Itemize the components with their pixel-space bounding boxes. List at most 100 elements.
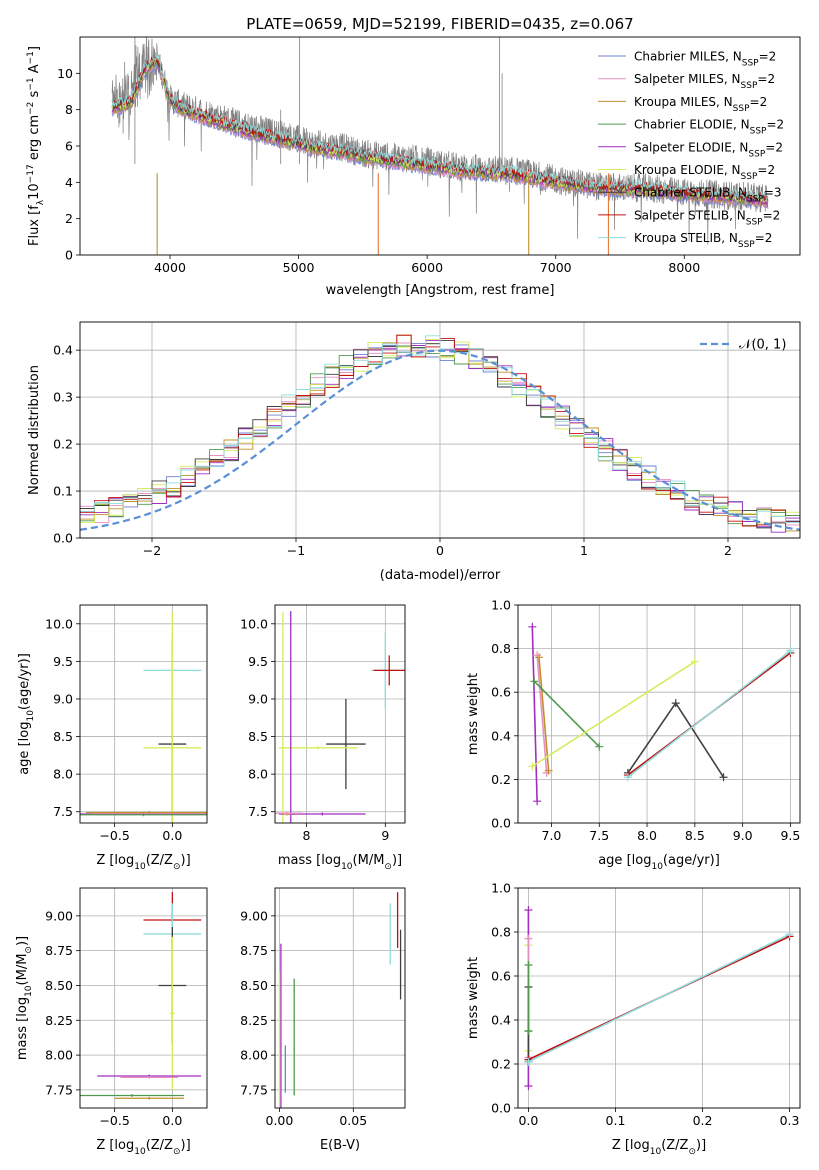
axes-mass_weight_vs_age: 7.0 7.5 8.0 8.5 9.0 9.5 0.0 0.2 0.4 0.6 0.8 1.0 age … (466, 598, 801, 872)
axes-frame (517, 604, 801, 824)
plot-area-spectrum (111, 37, 769, 255)
axes-spectrum: 4000 5000 6000 7000 8000 0 2 4 6 8 10 wavelength [A… (26, 36, 801, 298)
x-axis-label: age [log10(age/yr)] (598, 853, 720, 872)
y-tick-label: 10.0 (45, 616, 73, 631)
y-tick-label: 7.75 (45, 1082, 73, 1097)
label-part: −1 (26, 51, 36, 64)
weight-marker-5 (671, 699, 680, 708)
plot-area-residuals (80, 334, 800, 533)
label-part: =2 (766, 118, 784, 132)
y-tick-label: 0.0 (53, 531, 73, 546)
x-tick-label: 1 (580, 543, 588, 558)
label-part: )] (392, 853, 402, 868)
y-axis-label: mass weight (466, 957, 481, 1039)
label-part: =2 (750, 95, 768, 109)
x-tick-label: 7000 (540, 260, 572, 275)
y-tick-label: 10.0 (240, 616, 268, 631)
y-tick-label: 0.2 (491, 1057, 511, 1072)
label-part: Kroupa ELODIE, N (634, 163, 741, 177)
axes-frame (79, 321, 801, 539)
x-tick-label: 0.3 (780, 1113, 800, 1128)
legend-entry-0: Chabrier MILES, NSSP=2 (634, 50, 776, 69)
y-tick-label: 9.5 (53, 654, 73, 669)
label-part: −2 (26, 102, 36, 115)
y-tick-label: 6 (65, 139, 73, 154)
weight-marker-4 (524, 1027, 533, 1035)
label-part: SSP (741, 81, 758, 91)
figure-title: PLATE=0659, MJD=52199, FIBERID=0435, z=0… (246, 15, 633, 33)
label-part: 10 (24, 985, 34, 997)
x-tick-label: 8 (303, 828, 311, 843)
legend-entry-1: Salpeter MILES, NSSP=2 (634, 72, 775, 91)
x-tick-label: 7.0 (542, 828, 562, 843)
label-part: 10 (650, 1147, 662, 1157)
y-tick-label: 0.4 (491, 728, 511, 743)
label-part: =2 (759, 50, 777, 64)
y-axis-label: age [log10(age/yr)] (17, 653, 36, 775)
axes-mass_vs_Z: −0.5 0.07.758.008.258.508.759.00Z [log10(… (15, 887, 208, 1157)
y-tick-label: 9.00 (240, 908, 268, 923)
x-tick-label: 8.5 (685, 828, 705, 843)
label-part: (Z/Z (146, 1138, 173, 1153)
weight-line-2 (538, 657, 550, 771)
label-part: ⊙ (173, 862, 181, 872)
label-part: (age/yr)] (17, 653, 32, 710)
label-part: )] (181, 853, 191, 868)
y-tick-label: 8.50 (45, 978, 73, 993)
x-tick-label: 0.0 (518, 1113, 538, 1128)
legend-entry-8: Kroupa STELIB, NSSP=2 (634, 231, 772, 250)
y-tick-label: 9.00 (45, 908, 73, 923)
axes-mass_weight_vs_Z: 0.0 0.1 0.2 0.3 0.0 0.2 0.4 0.6 0.8 1.0 Z [log10(Z… (466, 881, 801, 1157)
y-tick-label: 0.6 (491, 969, 511, 984)
axes-frame (79, 604, 208, 824)
x-tick-label: −2 (143, 543, 161, 558)
label-part: Flux [f (27, 205, 42, 246)
label-part: (M/M (15, 954, 30, 986)
label-part: −1 (26, 77, 36, 90)
weight-marker-5 (719, 773, 728, 782)
x-tick-label: 0.00 (266, 1113, 294, 1128)
weight-marker-3 (530, 677, 539, 686)
label-part: λ (36, 199, 46, 205)
legend-normal: 𝒩(0, 1) (739, 338, 786, 353)
y-tick-label: 10 (57, 66, 73, 81)
model-spectrum-8 (111, 54, 769, 201)
label-part: =3 (764, 186, 782, 200)
label-part: 10 (651, 862, 663, 872)
y-tick-label: 7.75 (240, 1082, 268, 1097)
weight-marker-3 (595, 742, 604, 751)
label-part: Z [log (612, 1138, 650, 1153)
x-tick-label: −1 (287, 543, 305, 558)
y-tick-label: 0.4 (491, 1013, 511, 1028)
label-part: Z [log (96, 853, 134, 868)
legend-entry-6: Chabrier STELIB, NSSP=3 (634, 186, 782, 205)
label-part: 10 (26, 710, 36, 722)
weight-line-6 (528, 933, 790, 1063)
label-part: Z [log (96, 1138, 134, 1153)
label-part: Kroupa STELIB, N (634, 231, 738, 245)
label-part: 10 (134, 862, 146, 872)
x-tick-label: 9 (381, 828, 389, 843)
y-tick-label: 8.25 (45, 1013, 73, 1028)
x-axis-label: Z [log10(Z/Z⊙)] (612, 1138, 706, 1157)
label-part: ⊙ (688, 1147, 696, 1157)
axes-age_vs_Z: −0.5 0.07.58.08.59.09.510.0Z [log10(Z/Z⊙)… (17, 604, 208, 872)
y-tick-label: 8.0 (53, 767, 73, 782)
x-tick-label: 5000 (283, 260, 315, 275)
y-tick-label: 8.00 (240, 1048, 268, 1063)
y-tick-label: 8 (65, 102, 73, 117)
x-tick-label: 6000 (411, 260, 443, 275)
legend-entry-7: Salpeter STELIB, NSSP=2 (634, 208, 780, 227)
y-tick-label: 0.8 (491, 925, 511, 940)
label-part: Salpeter ELODIE, N (634, 140, 748, 154)
weight-line-4 (531, 661, 696, 767)
label-part: )] (696, 1138, 706, 1153)
weight-line-1 (536, 655, 548, 773)
y-tick-label: 9.5 (248, 654, 268, 669)
weight-marker-4 (690, 657, 699, 666)
weight-marker-0 (524, 906, 533, 914)
x-tick-label: 7.5 (589, 828, 609, 843)
label-part: =2 (763, 208, 781, 222)
x-axis-label: Z [log10(Z/Z⊙)] (96, 853, 190, 872)
label-part: Kroupa MILES, N (634, 95, 733, 109)
